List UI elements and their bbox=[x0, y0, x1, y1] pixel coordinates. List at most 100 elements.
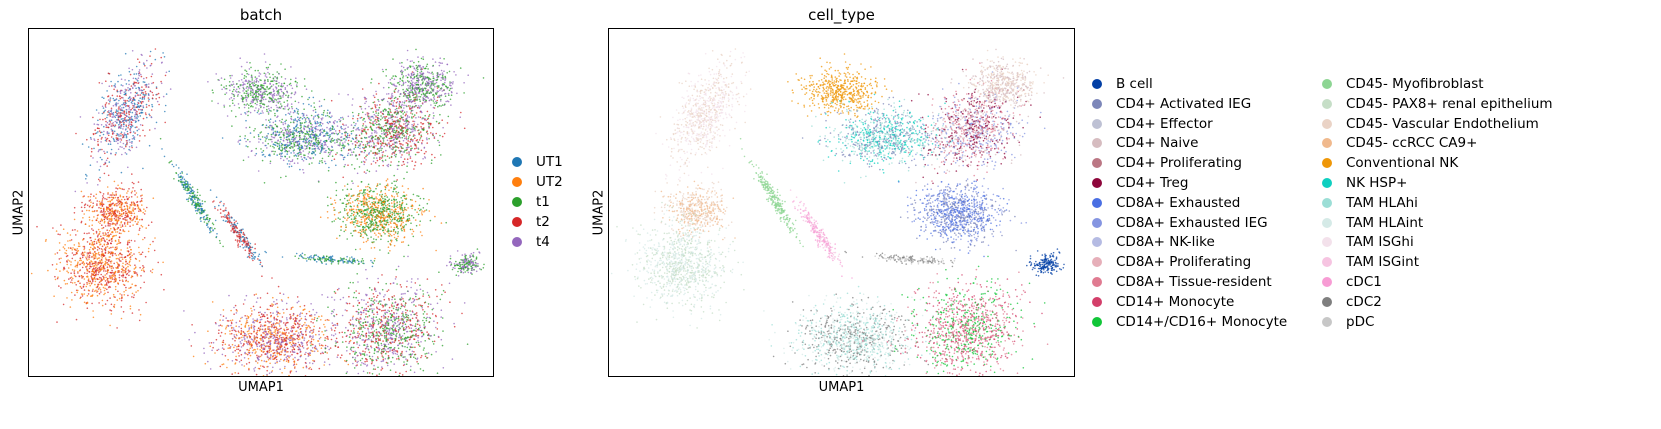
scatter-point bbox=[75, 132, 77, 135]
scatter-point bbox=[406, 133, 409, 135]
scatter-point bbox=[330, 145, 333, 148]
scatter-point bbox=[393, 141, 396, 144]
scatter-point bbox=[89, 199, 92, 201]
scatter-point bbox=[123, 223, 126, 225]
scatter-point bbox=[124, 105, 127, 108]
scatter-point bbox=[141, 226, 144, 228]
scatter-point bbox=[262, 91, 264, 94]
scatter-point bbox=[71, 279, 73, 281]
scatter-point bbox=[329, 127, 332, 129]
scatter-point bbox=[135, 266, 137, 268]
scatter-point bbox=[126, 262, 129, 265]
scatter-point bbox=[392, 58, 394, 60]
scatter-point bbox=[92, 157, 94, 159]
scatter-point bbox=[95, 193, 98, 196]
scatter-point bbox=[263, 80, 266, 83]
scatter-point bbox=[453, 71, 455, 73]
scatter-point bbox=[96, 235, 99, 238]
scatter-point bbox=[242, 159, 245, 162]
scatter-point bbox=[426, 63, 429, 66]
scatter-point bbox=[115, 134, 118, 137]
scatter-point bbox=[122, 311, 125, 313]
scatter-point bbox=[304, 125, 307, 128]
scatter-point bbox=[407, 98, 410, 101]
scatter-point bbox=[377, 112, 380, 114]
scatter-point bbox=[149, 114, 151, 117]
scatter-point bbox=[107, 260, 110, 262]
scatter-point bbox=[131, 50, 134, 52]
scatter-point bbox=[94, 129, 96, 131]
scatter-point bbox=[325, 133, 327, 135]
scatter-point bbox=[288, 125, 291, 127]
scatter-point bbox=[420, 57, 423, 60]
scatter-point bbox=[291, 92, 293, 94]
scatter-point bbox=[278, 119, 281, 122]
scatter-point bbox=[333, 128, 335, 130]
scatter-point bbox=[98, 241, 100, 243]
scatter-point bbox=[129, 204, 132, 206]
scatter-point bbox=[107, 223, 110, 225]
scatter-point bbox=[253, 80, 256, 82]
scatter-point bbox=[274, 98, 276, 100]
scatter-point bbox=[86, 259, 89, 261]
scatter-point bbox=[414, 137, 416, 139]
scatter-point bbox=[278, 143, 280, 145]
scatter-point bbox=[115, 152, 117, 154]
scatter-point bbox=[412, 115, 415, 118]
scatter-point bbox=[113, 262, 115, 265]
scatter-point bbox=[149, 55, 151, 57]
scatter-point bbox=[134, 115, 136, 118]
scatter-point bbox=[444, 79, 446, 82]
scatter-point bbox=[294, 138, 296, 140]
scatter-point bbox=[103, 220, 106, 223]
scatter-point bbox=[113, 281, 115, 283]
scatter-point bbox=[367, 141, 370, 143]
scatter-point bbox=[110, 194, 113, 196]
scatter-point bbox=[104, 284, 106, 286]
scatter-point bbox=[76, 263, 79, 266]
scatter-point bbox=[143, 94, 146, 96]
scatter-point bbox=[332, 132, 335, 134]
scatter-point bbox=[120, 84, 123, 86]
scatter-point bbox=[359, 105, 361, 108]
scatter-point bbox=[431, 83, 433, 86]
scatter-point bbox=[322, 111, 325, 114]
scatter-point bbox=[416, 98, 418, 100]
scatter-point bbox=[320, 125, 323, 127]
scatter-point bbox=[86, 283, 88, 286]
scatter-point bbox=[78, 243, 80, 245]
scatter-point bbox=[151, 73, 154, 75]
scatter-point bbox=[225, 87, 228, 90]
scatter-point bbox=[107, 224, 109, 227]
scatter-point bbox=[245, 87, 248, 89]
scatter-point bbox=[425, 99, 427, 102]
scatter-point bbox=[288, 132, 291, 135]
scatter-point bbox=[116, 133, 118, 135]
scatter-point bbox=[335, 181, 337, 184]
scatter-point bbox=[305, 137, 308, 140]
scatter-point bbox=[290, 66, 292, 68]
scatter-point bbox=[102, 268, 104, 270]
scatter-point bbox=[269, 76, 271, 79]
scatter-point bbox=[239, 91, 241, 94]
scatter-point bbox=[263, 182, 266, 184]
scatter-point bbox=[143, 77, 145, 80]
scatter-point bbox=[109, 211, 111, 213]
scatter-point bbox=[100, 214, 103, 216]
scatter-point bbox=[103, 172, 106, 175]
scatter-point bbox=[244, 69, 246, 71]
scatter-point bbox=[98, 149, 100, 151]
scatter-point bbox=[99, 148, 101, 151]
scatter-point bbox=[99, 270, 101, 273]
scatter-point bbox=[456, 92, 458, 95]
scatter-point bbox=[255, 81, 257, 83]
scatter-point bbox=[62, 246, 65, 248]
scatter-point bbox=[385, 75, 388, 77]
scatter-point bbox=[342, 123, 344, 125]
scatter-point bbox=[399, 142, 401, 145]
scatter-point bbox=[423, 156, 426, 158]
scatter-point bbox=[362, 111, 364, 114]
scatter-point bbox=[405, 137, 408, 139]
scatter-point bbox=[401, 71, 404, 74]
scatter-point bbox=[100, 273, 102, 276]
